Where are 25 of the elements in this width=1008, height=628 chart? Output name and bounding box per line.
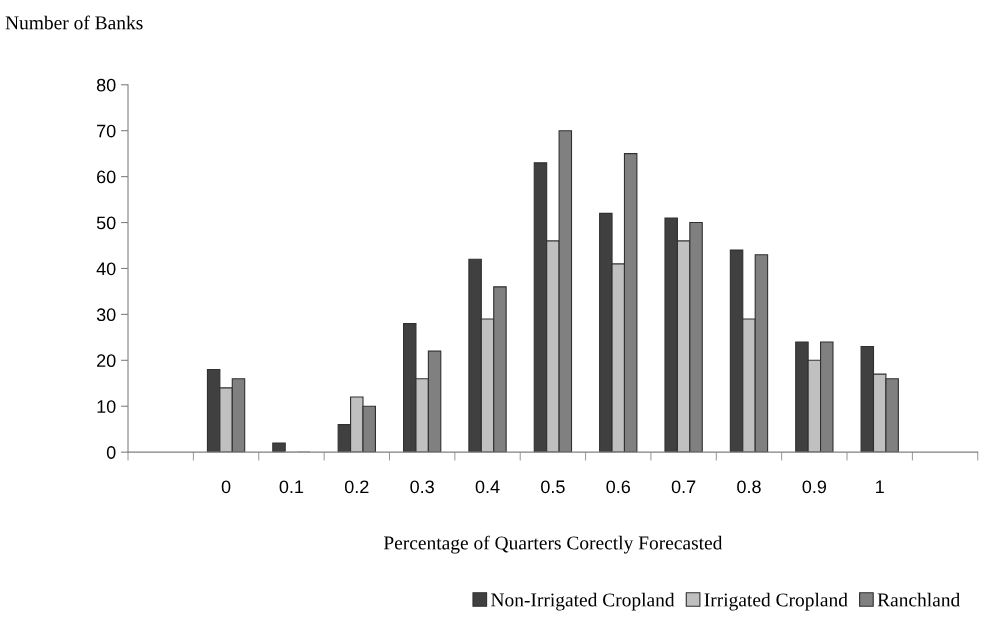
legend-label: Non-Irrigated Cropland (491, 592, 675, 611)
x-tick-label: 0.9 (802, 480, 827, 494)
x-tick-label: 0.2 (344, 480, 369, 494)
x-tick-label: 0.6 (606, 480, 631, 494)
y-tick-label: 80 (96, 78, 116, 92)
y-tick-label: 50 (96, 216, 116, 230)
x-tick-label: 0.4 (475, 480, 500, 494)
y-tick-label: 0 (106, 446, 116, 459)
legend-label: Irrigated Cropland (704, 592, 848, 611)
x-tick-label: 0.3 (410, 480, 434, 494)
y-tick-label: 60 (97, 170, 116, 184)
y-tick-label: 40 (96, 262, 116, 276)
x-tick-label: 0.8 (737, 480, 761, 494)
x-axis-title: Percentage of Quarters Corectly Forecasted (383, 535, 723, 554)
x-tick-label: 1 (876, 480, 884, 494)
x-tick-label: 0.7 (671, 480, 696, 494)
y-tick-label: 20 (97, 354, 116, 368)
y-tick-label: 10 (97, 400, 116, 413)
x-tick-label: 0.1 (279, 480, 304, 494)
y-tick-label: 30 (96, 308, 116, 322)
legend-label: Ranchland (877, 592, 961, 607)
y-axis-title: Number of Banks (5, 15, 143, 30)
y-tick-label: 70 (97, 124, 116, 138)
x-tick-label: 0 (221, 480, 231, 494)
x-tick-label: 0.5 (541, 480, 565, 494)
